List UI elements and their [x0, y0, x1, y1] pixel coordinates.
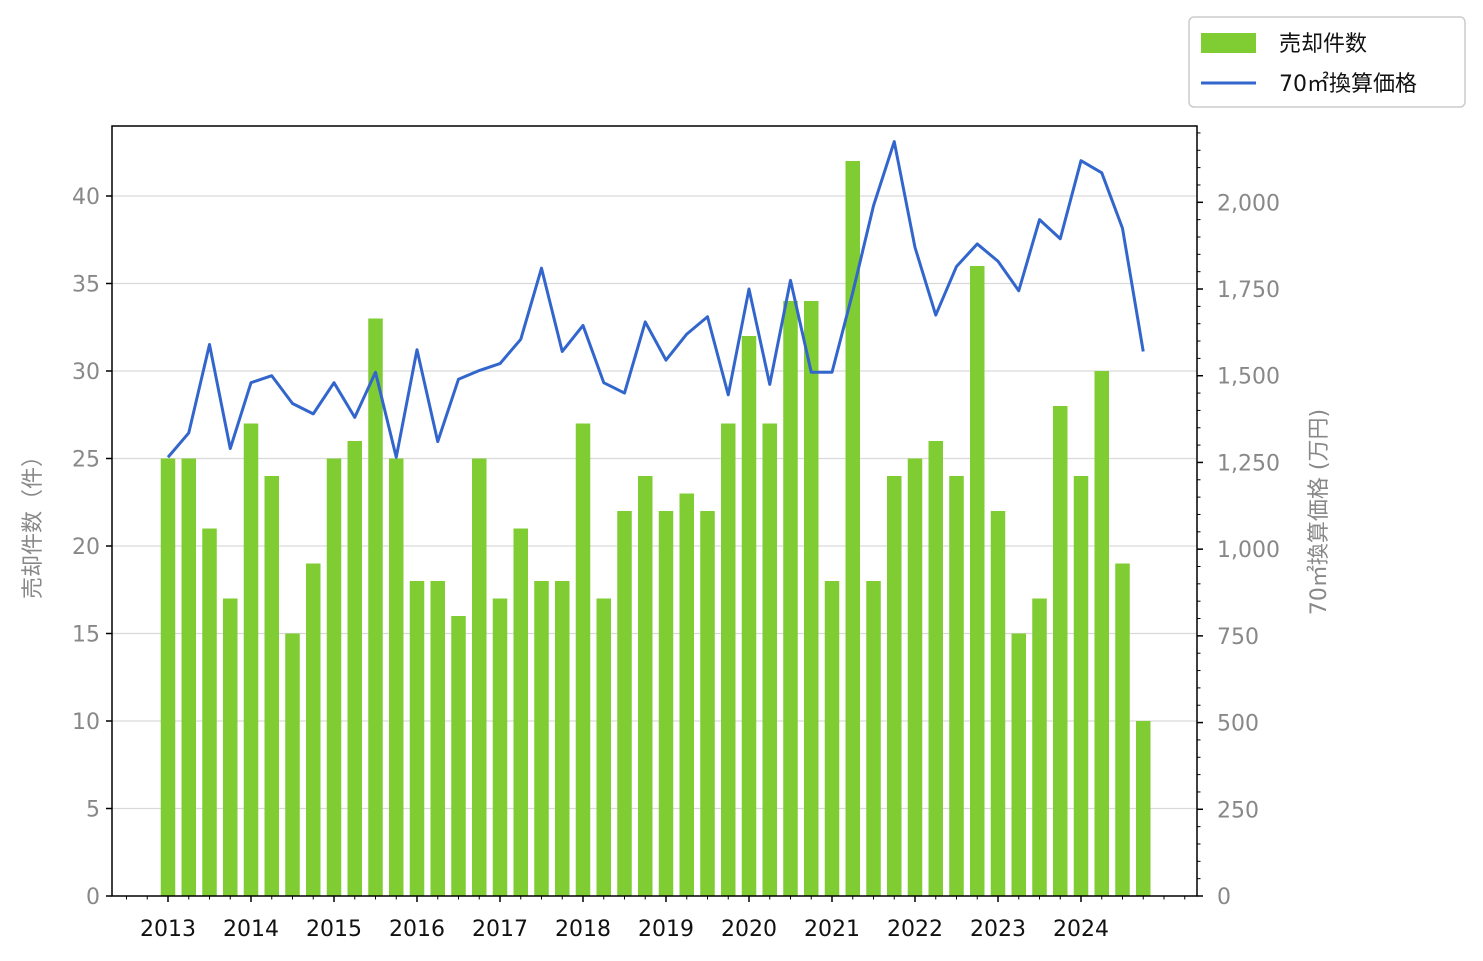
x-tick-label: 2024: [1053, 917, 1109, 942]
bar: [970, 266, 985, 896]
bar: [1032, 598, 1047, 896]
legend: 売却件数 70㎡換算価格: [1188, 16, 1466, 108]
bar: [679, 493, 694, 896]
bar: [534, 581, 549, 896]
right-tick-label: 750: [1217, 625, 1259, 650]
right-axis: 0 250 500 750 1,000 1,250 1,500 1,750 2,000: [1197, 132, 1280, 910]
x-tick-label: 2022: [887, 917, 943, 942]
bar: [575, 423, 591, 896]
right-tick-label: 500: [1217, 712, 1259, 737]
right-tick-label: 0: [1217, 885, 1231, 910]
bar: [907, 458, 923, 896]
left-axis-title: 売却件数（件）: [21, 445, 46, 599]
bar: [1094, 371, 1109, 896]
x-tick-label: 2019: [638, 917, 694, 942]
bar: [638, 476, 653, 896]
x-tick-label: 2014: [223, 917, 279, 942]
bar: [949, 476, 964, 896]
bar: [721, 423, 736, 896]
bar: [741, 336, 757, 896]
bar: [1136, 721, 1151, 896]
bar: [160, 458, 176, 896]
left-tick-label: 5: [86, 798, 100, 823]
legend-box: [1188, 16, 1466, 108]
plot-frame: [111, 125, 1198, 897]
bar: [306, 563, 321, 896]
bar: [658, 511, 674, 896]
legend-label-bar: 売却件数: [1279, 32, 1367, 57]
bar: [596, 598, 611, 896]
left-tick-label: 30: [72, 360, 100, 385]
right-tick-label: 1,750: [1217, 278, 1280, 303]
bar: [347, 441, 362, 896]
left-tick-label: 0: [86, 885, 100, 910]
bar: [430, 581, 445, 896]
left-tick-label: 40: [72, 185, 100, 210]
x-tick-label: 2023: [970, 917, 1026, 942]
right-axis-title: 70㎡換算価格 (万円): [1306, 409, 1332, 615]
right-tick-label: 1,500: [1217, 365, 1280, 390]
bar: [202, 528, 217, 896]
left-tick-label: 25: [72, 448, 100, 473]
left-tick-label: 15: [72, 623, 100, 648]
left-tick-label: 10: [72, 710, 100, 735]
bar: [389, 458, 404, 896]
bar: [990, 511, 1006, 896]
bar: [617, 511, 632, 896]
bar: [492, 598, 508, 896]
bar: [223, 598, 238, 896]
right-tick-label: 1,000: [1217, 538, 1280, 563]
bar: [555, 581, 570, 896]
bar: [1053, 406, 1068, 896]
bar-series: [160, 161, 1151, 896]
bar: [472, 458, 487, 896]
bar: [1073, 476, 1089, 896]
x-tick-label: 2021: [804, 917, 860, 942]
bar: [368, 318, 383, 896]
legend-label-line: 70㎡換算価格: [1279, 71, 1417, 97]
right-tick-label: 250: [1217, 798, 1259, 823]
bar: [866, 581, 881, 896]
x-tick-label: 2016: [389, 917, 445, 942]
x-axis: 2013 2014 2015 2016 2017 2018 2019 2020 2021 2022…: [126, 896, 1186, 942]
bar: [783, 301, 798, 896]
x-tick-label: 2017: [472, 917, 528, 942]
bar: [804, 301, 819, 896]
left-tick-label: 35: [72, 273, 100, 298]
bar: [264, 476, 279, 896]
bar: [762, 423, 777, 896]
x-tick-label: 2020: [721, 917, 777, 942]
price-line: [166, 140, 1145, 459]
bar: [326, 458, 342, 896]
right-tick-label: 1,250: [1217, 451, 1280, 476]
bar: [700, 511, 715, 896]
left-axis: 0 5 10 15 20 25 30 35 40: [72, 185, 112, 910]
bar: [1011, 633, 1026, 896]
bar: [181, 458, 196, 896]
x-tick-label: 2013: [140, 917, 196, 942]
bar: [845, 161, 860, 896]
bar: [409, 581, 425, 896]
bar: [243, 423, 259, 896]
left-tick-label: 20: [72, 535, 100, 560]
bar: [887, 476, 902, 896]
bar: [1115, 563, 1130, 896]
legend-bar-swatch: [1201, 33, 1256, 53]
x-tick-label: 2018: [555, 917, 611, 942]
x-tick-label: 2015: [306, 917, 362, 942]
bar: [285, 633, 300, 896]
line-series: [166, 140, 1145, 459]
right-tick-label: 2,000: [1217, 191, 1280, 216]
bar: [824, 581, 840, 896]
bar: [928, 441, 943, 896]
bar: [451, 616, 466, 896]
bar: [513, 528, 528, 896]
